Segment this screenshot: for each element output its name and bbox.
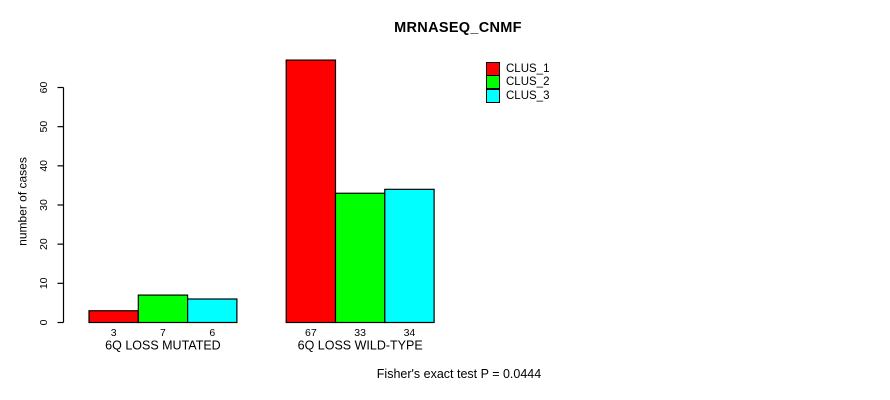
category-label: 6Q LOSS WILD-TYPE	[298, 339, 423, 353]
y-tick-label: 0	[38, 319, 50, 325]
bar-clus_2-cat0	[137, 294, 189, 324]
y-axis-title: number of cases	[15, 157, 30, 246]
bar-value-label: 6	[209, 327, 215, 339]
y-tick-label: 40	[38, 160, 50, 172]
bar-value-label: 7	[160, 327, 166, 339]
legend-item: CLUS_3	[486, 88, 550, 103]
legend-item: CLUS_2	[486, 75, 550, 90]
bar-value-label: 3	[111, 327, 117, 339]
bar-clus_2-cat1	[334, 192, 386, 324]
y-tick-label: 20	[38, 238, 50, 250]
legend-swatch	[486, 61, 500, 76]
stat-test-annotation: Fisher's exact test P = 0.0444	[376, 367, 542, 381]
y-tick-label: 50	[38, 121, 50, 133]
bar-clus_3-cat0	[187, 298, 238, 324]
y-tick-label: 60	[38, 82, 50, 94]
bar-clus_3-cat1	[384, 188, 435, 324]
legend-item: CLUS_1	[486, 61, 550, 76]
bar-value-label: 33	[354, 327, 366, 339]
legend-label: CLUS_1	[506, 62, 550, 75]
legend-label: CLUS_3	[506, 89, 550, 102]
chart-title: MRNASEQ_CNMF	[394, 20, 522, 36]
bar-value-label: 67	[305, 327, 317, 339]
legend-swatch	[486, 75, 500, 90]
category-label: 6Q LOSS MUTATED	[105, 339, 221, 353]
legend-swatch	[486, 88, 500, 103]
legend-label: CLUS_2	[506, 76, 550, 89]
y-tick-label: 10	[38, 277, 50, 289]
bar-clus_1-cat1	[285, 59, 337, 324]
bar-value-label: 34	[404, 327, 416, 339]
y-tick-label: 30	[38, 199, 50, 211]
bar-clus_1-cat0	[88, 310, 139, 324]
legend: CLUS_1 CLUS_2 CLUS_3	[486, 61, 550, 103]
